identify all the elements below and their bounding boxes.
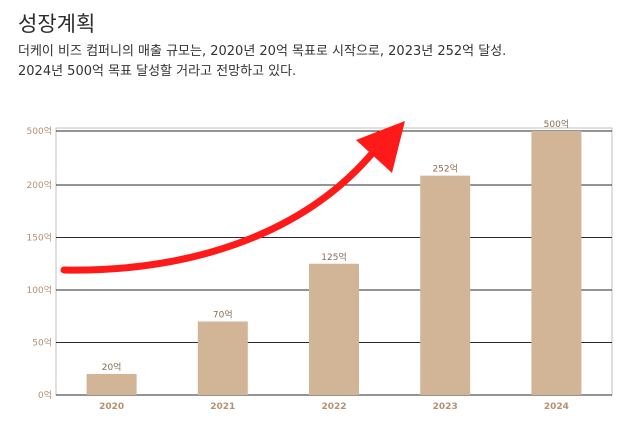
y-tick-label: 0억: [38, 389, 52, 401]
y-tick-label: 500억: [27, 125, 52, 137]
description-line-1: 더케이 비즈 컴퍼니의 매출 규모는, 2020년 20억 목표로 시작으로, …: [18, 44, 507, 59]
x-tick-label: 2020: [99, 402, 124, 412]
bar-2022: [309, 263, 359, 395]
bar-2020: [86, 374, 137, 395]
description: 더케이 비즈 컴퍼니의 매출 규모는, 2020년 20억 목표로 시작으로, …: [18, 42, 628, 82]
bar-2021: [197, 321, 248, 395]
y-tick-label: 50억: [32, 337, 52, 349]
x-tick-label: 2024: [544, 402, 569, 412]
description-line-2: 2024년 500억 목표 달성할 거라고 전망하고 있다.: [18, 64, 297, 79]
trend-arrow-head: [356, 121, 405, 173]
data-label: 20억: [102, 361, 122, 373]
y-tick-label: 200억: [27, 179, 52, 191]
y-tick-label: 150억: [27, 232, 52, 244]
bar-2023: [420, 175, 471, 395]
bar-2024: [531, 131, 582, 395]
data-label: 70억: [213, 309, 233, 321]
data-label: 500억: [544, 118, 569, 130]
x-tick-label: 2023: [433, 402, 458, 412]
trend-arrow-shaft: [60, 146, 379, 274]
x-tick-label: 2021: [210, 402, 235, 412]
page-title: 성장계획: [18, 12, 96, 36]
data-label: 125억: [321, 251, 346, 263]
x-tick-label: 2022: [321, 402, 346, 412]
data-label: 252억: [432, 163, 457, 175]
y-tick-label: 100억: [27, 284, 52, 296]
